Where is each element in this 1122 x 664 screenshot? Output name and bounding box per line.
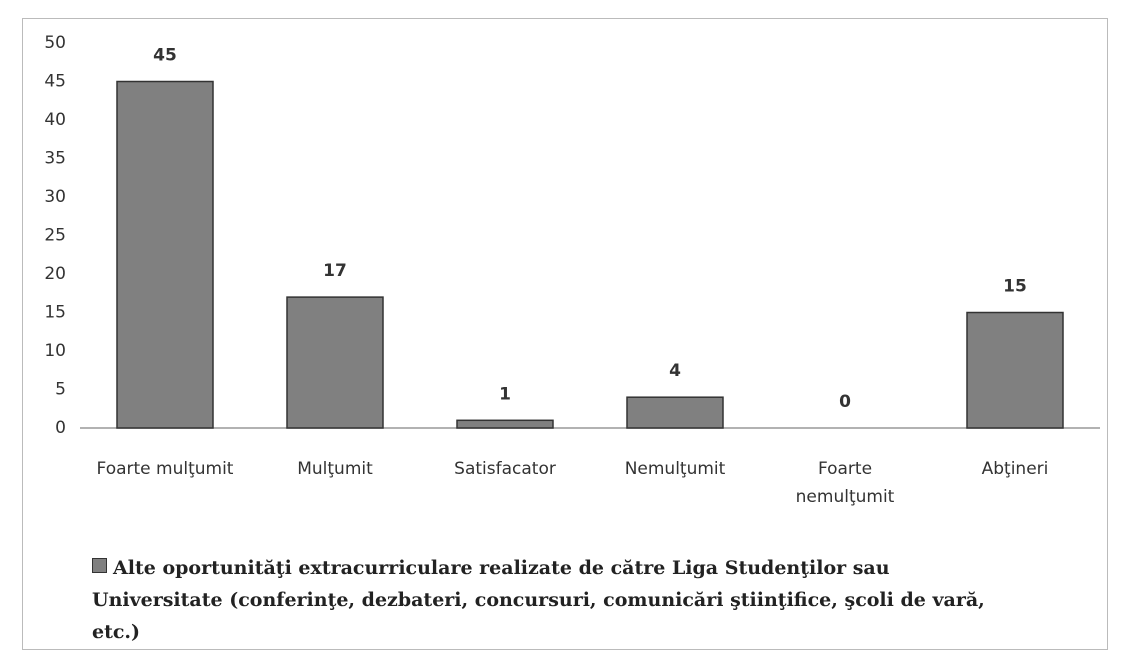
x-tick-label: Abţineri [981, 459, 1049, 479]
bar [116, 80, 214, 429]
y-tick-label: 15 [44, 303, 66, 323]
legend-label: Alte oportunităţi extracurriculare reali… [92, 557, 985, 643]
chart-frame [22, 18, 1108, 650]
y-tick-label: 25 [44, 226, 66, 246]
y-tick-label: 45 [44, 72, 66, 92]
legend: Alte oportunităţi extracurriculare reali… [92, 552, 1022, 648]
data-label: 17 [323, 261, 347, 281]
bar [626, 396, 724, 429]
x-tick-label: Foarte mulţumit [96, 459, 234, 479]
x-tick-label: Satisfacator [454, 459, 556, 479]
y-tick-label: 20 [44, 264, 66, 284]
bar [286, 296, 384, 429]
data-label: 1 [499, 384, 511, 404]
bar [966, 311, 1064, 429]
y-tick-label: 50 [44, 33, 66, 53]
x-tick-label: Foarte nemulţumit [795, 459, 895, 507]
y-tick-label: 30 [44, 187, 66, 207]
bar [456, 419, 554, 429]
x-tick-label: Nemulţumit [624, 459, 726, 479]
y-tick-label: 40 [44, 110, 66, 130]
x-tick-label: Mulţumit [297, 459, 373, 479]
y-tick-label: 35 [44, 149, 66, 169]
data-label: 15 [1003, 277, 1027, 297]
y-tick-label: 0 [55, 418, 66, 438]
legend-swatch [92, 558, 107, 573]
y-tick-label: 10 [44, 341, 66, 361]
data-label: 45 [153, 46, 177, 66]
data-label: 0 [839, 392, 851, 412]
data-label: 4 [669, 361, 681, 381]
y-tick-label: 5 [55, 380, 66, 400]
